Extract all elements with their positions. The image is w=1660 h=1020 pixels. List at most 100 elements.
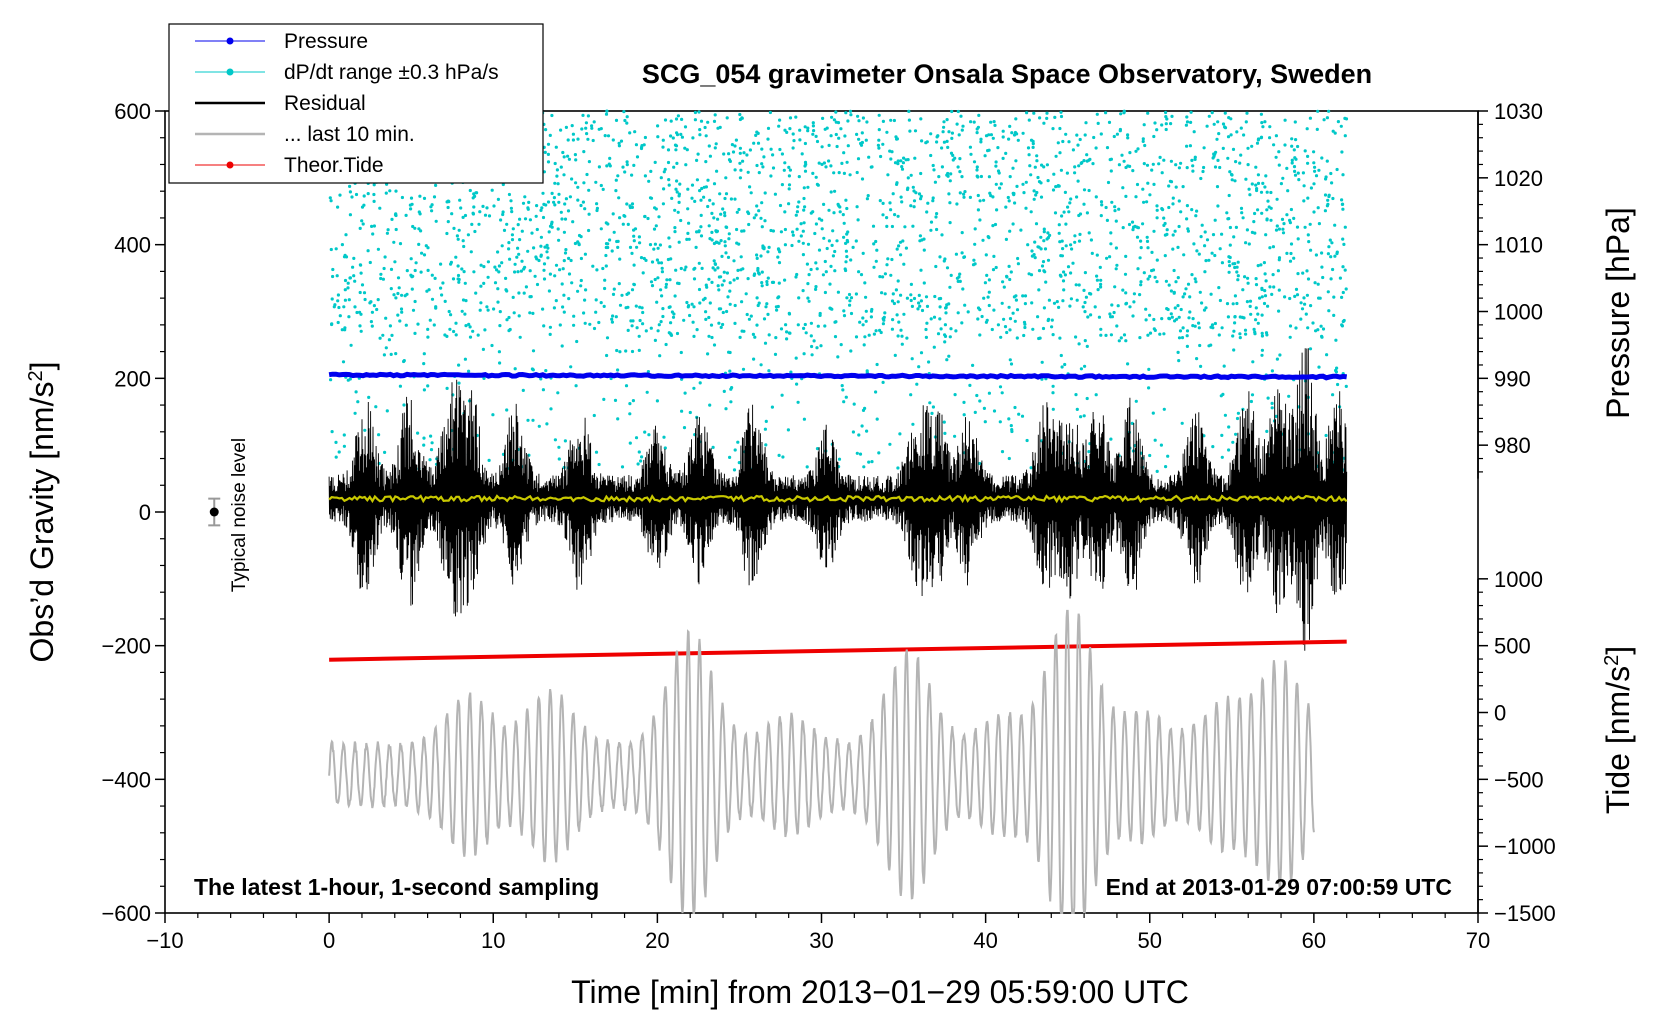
dpdt-point — [1272, 285, 1276, 289]
dpdt-point — [1254, 306, 1258, 310]
dpdt-point — [1108, 255, 1112, 259]
dpdt-point — [946, 171, 950, 176]
dpdt-point — [1305, 293, 1309, 297]
dpdt-point — [851, 430, 856, 434]
dpdt-point — [795, 227, 799, 231]
dpdt-point — [960, 128, 964, 132]
dpdt-point — [719, 275, 723, 279]
dpdt-point — [962, 192, 966, 196]
dpdt-point — [715, 230, 719, 234]
dpdt-point — [836, 290, 841, 294]
dpdt-point — [439, 286, 443, 290]
dpdt-point — [708, 154, 713, 158]
dpdt-point — [582, 181, 586, 185]
dpdt-point — [1265, 429, 1269, 433]
dpdt-point — [1231, 440, 1235, 444]
dpdt-point — [560, 344, 564, 348]
dpdt-point — [1131, 314, 1135, 318]
dpdt-point — [992, 120, 996, 124]
dpdt-point — [1307, 240, 1311, 244]
dpdt-point — [1199, 176, 1203, 181]
dpdt-point — [1232, 329, 1236, 333]
dpdt-point — [574, 181, 578, 185]
dpdt-point — [1083, 271, 1087, 275]
dpdt-point — [962, 255, 967, 259]
dpdt-point — [899, 293, 903, 297]
dpdt-point — [1218, 247, 1222, 251]
dpdt-point — [1233, 262, 1237, 266]
dpdt-point — [343, 288, 347, 292]
dpdt-point — [950, 109, 954, 114]
dpdt-point — [1094, 195, 1098, 199]
dpdt-point — [846, 119, 850, 123]
dpdt-point — [384, 191, 388, 195]
dpdt-point — [1176, 304, 1180, 308]
dpdt-point — [1255, 141, 1260, 145]
dpdt-point — [673, 294, 677, 298]
dpdt-point — [574, 384, 578, 388]
dpdt-point — [1330, 241, 1334, 245]
dpdt-point — [1042, 121, 1046, 125]
dpdt-point — [1073, 234, 1077, 238]
dpdt-point — [1169, 289, 1173, 293]
dpdt-point — [781, 455, 785, 459]
dpdt-point — [710, 238, 714, 242]
dpdt-point — [855, 451, 859, 455]
dpdt-point — [1308, 116, 1312, 120]
dpdt-point — [1138, 256, 1142, 260]
dpdt-point — [1065, 171, 1069, 175]
dpdt-point — [456, 273, 461, 278]
dpdt-point — [1218, 165, 1222, 170]
dpdt-point — [690, 302, 694, 306]
dpdt-point — [1197, 321, 1201, 325]
dpdt-point — [1096, 121, 1100, 125]
dpdt-point — [749, 191, 753, 195]
dpdt-point — [1324, 175, 1328, 179]
dpdt-point — [1270, 401, 1274, 405]
dpdt-point — [779, 230, 784, 234]
dpdt-point — [699, 234, 704, 238]
dpdt-point — [1283, 118, 1287, 122]
dpdt-point — [911, 185, 915, 189]
dpdt-point — [1099, 333, 1103, 337]
dpdt-point — [389, 352, 393, 356]
dpdt-point — [378, 206, 382, 210]
dpdt-point — [1333, 131, 1337, 135]
dpdt-point — [411, 308, 416, 312]
dpdt-point — [645, 390, 649, 394]
dpdt-point — [337, 305, 341, 310]
dpdt-point — [1260, 287, 1264, 292]
dpdt-point — [389, 287, 393, 291]
dpdt-point — [677, 200, 681, 204]
dpdt-point — [552, 200, 556, 204]
dpdt-point — [1277, 227, 1281, 231]
dpdt-point — [945, 139, 949, 143]
dpdt-point — [1143, 143, 1147, 148]
dpdt-point — [388, 324, 392, 328]
dpdt-point — [976, 317, 980, 321]
dpdt-point — [331, 267, 335, 272]
dpdt-point — [972, 160, 977, 164]
dpdt-point — [728, 350, 732, 355]
dpdt-point — [683, 125, 688, 129]
dpdt-point — [473, 229, 477, 234]
tide-tick-label: 500 — [1494, 634, 1531, 659]
dpdt-point — [470, 222, 474, 226]
dpdt-point — [684, 163, 688, 167]
dpdt-point — [729, 197, 734, 201]
dpdt-point — [733, 144, 737, 148]
dpdt-point — [975, 127, 979, 131]
dpdt-point — [1141, 137, 1145, 141]
dpdt-point — [606, 134, 611, 138]
dpdt-point — [638, 305, 642, 309]
dpdt-point — [1340, 150, 1344, 154]
dpdt-point — [520, 229, 524, 233]
dpdt-point — [1059, 353, 1063, 358]
dpdt-point — [358, 226, 362, 230]
dpdt-point — [597, 462, 601, 467]
dpdt-point — [1033, 240, 1037, 244]
dpdt-point — [830, 307, 834, 311]
dpdt-point — [711, 266, 715, 270]
dpdt-point — [352, 274, 356, 278]
